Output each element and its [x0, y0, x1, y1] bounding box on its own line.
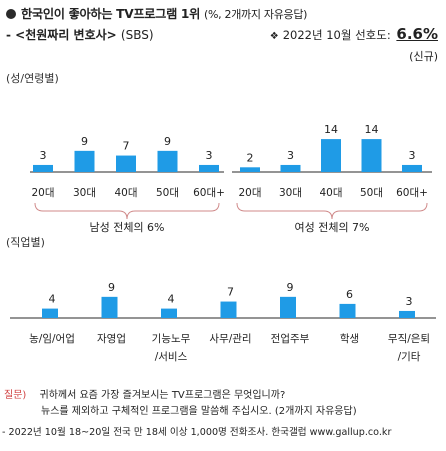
value-label-group-0-1: 9 [81, 135, 88, 148]
group-label-0: 남성 전체의 6% [89, 221, 164, 234]
value-label-group-1-2: 14 [324, 123, 338, 136]
title-text: 한국인이 좋아하는 TV프로그램 1위 [21, 7, 201, 21]
category-label-group-0-1: 30대 [73, 187, 96, 199]
value-label-occupation-1: 9 [108, 281, 115, 294]
category-label-group-1-1: 30대 [279, 187, 302, 199]
title-unit: (%, 2개까지 자유응답) [203, 8, 308, 21]
bar-occupation-0 [42, 308, 58, 318]
category-label-group-1-4: 60대+ [396, 187, 428, 199]
network-name: (SBS) [120, 28, 154, 42]
preference-readout: ❖ 2022년 10월 선호도: 6.6% [270, 25, 438, 43]
category-label-occupation-3: 사무/관리 [209, 333, 251, 345]
bar-group-0-0 [33, 164, 53, 172]
category-label-occupation-0: 농/임/어업 [29, 332, 75, 345]
bar-occupation-1 [101, 296, 118, 318]
value-label-group-1-3: 14 [365, 123, 379, 136]
category-label-occupation-1: 자영업 [97, 332, 126, 345]
bar-group-0-1 [74, 150, 95, 172]
bar-group-0-2 [116, 155, 136, 172]
category-label-group-1-0: 20대 [238, 187, 261, 199]
category-label-group-1-2: 40대 [319, 187, 342, 199]
category-label-group-1-3: 50대 [360, 187, 383, 199]
category-label-occupation-4: 전업주부 [271, 332, 310, 345]
program-name: - <천원짜리 변호사> [6, 28, 117, 42]
bar-occupation-5 [339, 303, 356, 318]
new-tag: (신규) [409, 50, 438, 63]
diamond-icon: ❖ [269, 31, 279, 42]
bar-occupation-4 [280, 296, 296, 318]
category-label-occupation-5: 학생 [340, 333, 359, 345]
value-label-occupation-6: 3 [406, 295, 413, 308]
bar-group-0-3 [157, 150, 178, 172]
category-label-group-0-3: 50대 [156, 187, 179, 199]
category-label-group-0-4: 60대+ [193, 187, 225, 199]
value-label-occupation-4: 9 [287, 281, 294, 294]
bar-group-1-0 [240, 167, 260, 172]
value-label-group-0-4: 3 [206, 149, 213, 162]
source-note: - 2022년 10월 18~20일 전국 만 18세 이상 1,000명 전화… [2, 427, 392, 438]
category-label-occupation-6: 무직/은퇴 [388, 333, 430, 345]
preference-label: 2022년 10월 선호도: [282, 28, 391, 42]
value-label-occupation-2: 4 [168, 293, 175, 306]
group-label-1: 여성 전체의 7% [294, 221, 369, 234]
value-label-occupation-5: 6 [346, 288, 353, 301]
bar-group-1-4 [402, 164, 422, 172]
category-label-occupation-2-line-1: /서비스 [155, 351, 188, 363]
bar-group-1-2 [321, 139, 341, 172]
question-text-2: 뉴스를 제외하고 구체적인 프로그램을 말씀해 주십시오. (2개까지 자유응답… [41, 406, 357, 417]
bar-occupation-3 [220, 301, 237, 318]
bar-occupation-6 [399, 310, 415, 318]
bar-group-1-1 [280, 164, 301, 172]
brace-group-1 [236, 202, 428, 220]
value-label-group-1-0: 2 [247, 151, 254, 164]
section-label-gender-age: (성/연령별) [6, 72, 59, 85]
bar-occupation-2 [161, 308, 177, 318]
bar-group-1-3 [361, 139, 382, 172]
brace-group-0 [34, 202, 220, 220]
question-line-1: 질문) 귀하께서 요즘 가장 즐겨보시는 TV프로그램은 무엇입니까? [4, 386, 285, 401]
category-label-group-0-2: 40대 [114, 187, 137, 199]
preference-value: 6.6% [396, 25, 438, 43]
value-label-group-0-2: 7 [123, 140, 130, 153]
category-label-occupation-2: 기능노무 [152, 333, 191, 345]
chart-subtitle: - <천원짜리 변호사> (SBS) [6, 26, 154, 43]
bullet-icon [6, 9, 16, 19]
value-label-group-0-0: 3 [40, 149, 47, 162]
category-label-occupation-6-line-1: /기타 [398, 351, 421, 363]
section-label-occupation: (직업별) [6, 236, 45, 249]
value-label-occupation-3: 7 [227, 286, 234, 299]
value-label-occupation-0: 4 [49, 293, 56, 306]
question-text-1: 귀하께서 요즘 가장 즐겨보시는 TV프로그램은 무엇입니까? [39, 390, 286, 401]
question-label: 질문) [4, 390, 27, 401]
chart-title: 한국인이 좋아하는 TV프로그램 1위 (%, 2개까지 자유응답) [6, 4, 307, 22]
bar-group-0-4 [199, 164, 219, 172]
value-label-group-1-1: 3 [287, 149, 294, 162]
category-label-group-0-0: 20대 [31, 187, 54, 199]
value-label-group-0-3: 9 [164, 135, 171, 148]
value-label-group-1-4: 3 [409, 149, 416, 162]
